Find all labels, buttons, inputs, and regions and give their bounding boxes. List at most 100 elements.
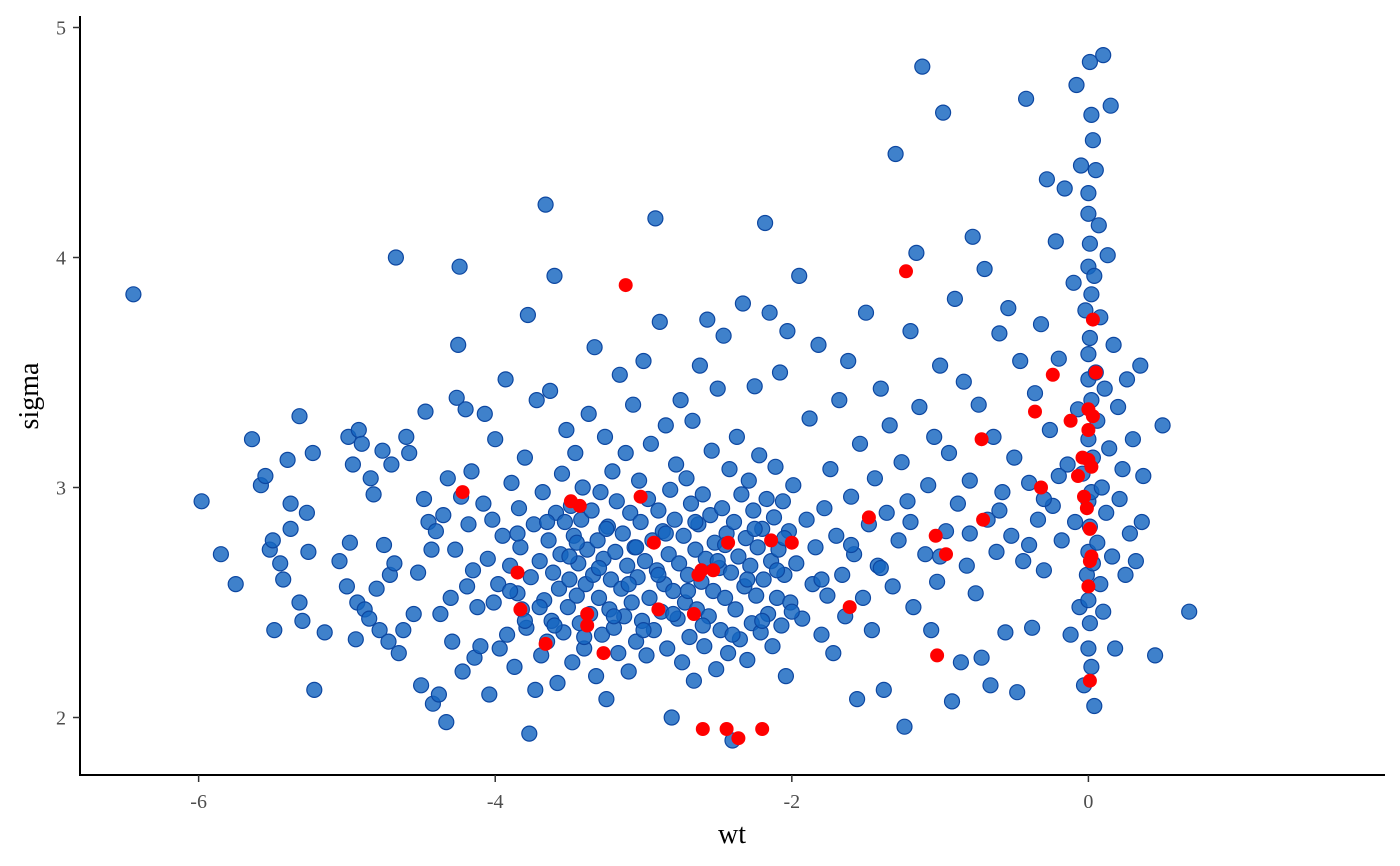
data-point: [1079, 501, 1094, 516]
data-point: [1081, 423, 1096, 437]
data-point: [1118, 371, 1136, 388]
data-point: [1029, 511, 1047, 528]
data-point: [923, 621, 940, 639]
data-point: [291, 408, 308, 425]
data-point: [754, 612, 771, 630]
data-point: [502, 582, 519, 600]
data-point: [491, 640, 508, 657]
data-point: [911, 398, 928, 416]
data-point: [567, 444, 584, 462]
data-point: [899, 264, 913, 279]
data-point: [638, 647, 655, 664]
data-point: [728, 428, 746, 445]
data-point: [934, 104, 952, 121]
data-point: [546, 267, 563, 284]
data-point: [368, 580, 385, 597]
data-point: [1038, 171, 1056, 188]
data-point: [816, 500, 833, 517]
data-point: [887, 145, 904, 163]
data-point: [1146, 647, 1164, 664]
data-point: [988, 543, 1005, 561]
data-point: [593, 626, 611, 643]
data-point: [510, 500, 528, 517]
data-point: [1032, 316, 1050, 333]
data-point: [521, 725, 538, 742]
data-point: [282, 495, 299, 512]
data-point: [1083, 286, 1100, 303]
data-point: [513, 602, 528, 617]
data-point: [550, 580, 568, 597]
data-point: [748, 587, 765, 604]
data-point: [675, 527, 692, 544]
x-tick-label: -4: [487, 791, 504, 813]
data-point: [1089, 534, 1106, 551]
data-point: [561, 571, 578, 588]
data-point: [401, 444, 418, 462]
data-point: [682, 495, 700, 512]
data-point: [294, 612, 311, 630]
data-point: [494, 527, 511, 544]
data-point: [756, 214, 774, 232]
data-point: [447, 541, 464, 558]
data-point: [967, 585, 984, 602]
data-point: [1066, 513, 1084, 531]
data-point: [642, 435, 660, 452]
data-point: [713, 500, 731, 517]
data-point: [657, 525, 674, 542]
data-point: [604, 463, 621, 480]
data-point: [636, 552, 654, 570]
data-point: [991, 502, 1008, 519]
data-point: [338, 578, 355, 595]
data-point: [607, 543, 624, 561]
x-tick-label: -2: [783, 791, 800, 813]
data-point: [331, 552, 348, 570]
data-point: [1026, 385, 1044, 402]
data-point: [353, 435, 370, 452]
data-point: [598, 520, 615, 538]
data-point: [1101, 440, 1118, 457]
data-point: [742, 557, 759, 574]
data-point: [1124, 431, 1142, 448]
data-point: [395, 621, 412, 639]
data-point: [472, 638, 489, 655]
data-point: [774, 493, 792, 510]
data-point: [991, 325, 1008, 342]
data-point: [580, 405, 597, 422]
data-point: [282, 520, 299, 538]
data-point: [1109, 398, 1127, 416]
data-point: [861, 510, 876, 525]
data-point: [1071, 469, 1085, 483]
data-point: [961, 525, 978, 542]
data-point: [568, 534, 585, 551]
data-point: [848, 690, 866, 708]
data-point: [746, 378, 763, 395]
data-point: [264, 532, 281, 549]
data-point: [519, 306, 537, 324]
data-point: [946, 290, 964, 307]
data-point: [1086, 697, 1103, 715]
data-point: [702, 506, 719, 524]
data-point: [931, 357, 949, 374]
data-point: [722, 564, 740, 581]
data-point: [438, 713, 455, 731]
data-point: [442, 589, 459, 607]
data-point: [657, 417, 674, 434]
data-point: [1056, 180, 1073, 197]
data-point: [687, 513, 704, 531]
data-point: [1181, 603, 1198, 620]
data-point: [715, 327, 732, 344]
data-point: [893, 454, 910, 471]
data-point: [525, 516, 542, 533]
data-point: [398, 428, 415, 445]
data-point: [926, 428, 943, 445]
data-point: [687, 541, 704, 558]
data-point: [592, 484, 609, 501]
data-point: [828, 527, 845, 544]
data-point: [633, 489, 648, 504]
data-point: [1095, 46, 1112, 64]
data-point: [985, 428, 1002, 445]
data-point: [125, 286, 142, 303]
data-point: [435, 506, 452, 524]
data-point: [341, 534, 358, 551]
